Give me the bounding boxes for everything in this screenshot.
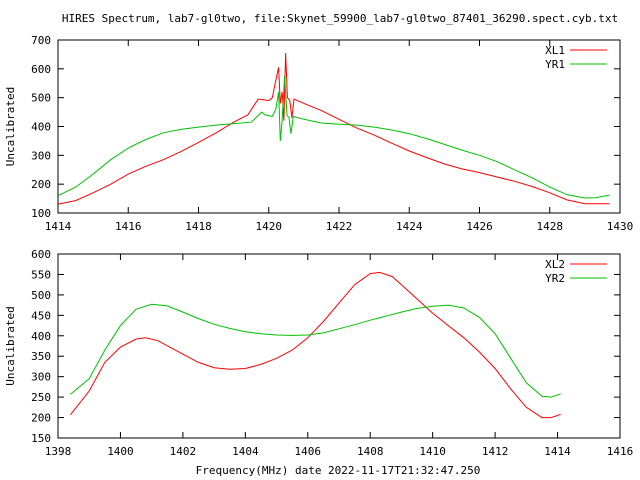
plot-frame <box>57 253 621 439</box>
y-tick-label: 100 <box>31 207 51 220</box>
y-axis-label: Uncalibrated <box>4 306 17 385</box>
legend-label: XL1 <box>545 44 565 57</box>
y-tick-label: 450 <box>31 309 51 322</box>
legend-label: YR1 <box>545 58 565 71</box>
y-tick-label: 350 <box>31 350 51 363</box>
bottom-plot: 150 200 250 300 350 400 450 500 550 600 1398 1400 14… <box>4 248 633 477</box>
x-tick-label: 1408 <box>357 445 384 458</box>
x-tick-label: 1416 <box>607 445 634 458</box>
y-tick-label: 600 <box>31 63 51 76</box>
y-tick-label: 550 <box>31 268 51 281</box>
x-tick-label: 1418 <box>185 220 212 233</box>
x-tick-label: 1400 <box>107 445 134 458</box>
y-tick-label: 150 <box>31 432 51 445</box>
series-line-yr2 <box>70 303 561 398</box>
x-tick-label: 1398 <box>45 445 72 458</box>
x-tick-label: 1412 <box>482 445 509 458</box>
x-tick-label: 1422 <box>326 220 353 233</box>
legend-label: YR2 <box>545 272 565 285</box>
x-tick-label: 1416 <box>115 220 142 233</box>
y-tick-label: 400 <box>31 121 51 134</box>
x-tick-label: 1404 <box>232 445 259 458</box>
x-tick-label: 1410 <box>419 445 446 458</box>
x-tick-label: 1428 <box>537 220 564 233</box>
y-tick-label: 250 <box>31 391 51 404</box>
x-tick-label: 1430 <box>607 220 634 233</box>
x-tick-label: 1414 <box>45 220 72 233</box>
x-tick-label: 1424 <box>396 220 423 233</box>
series-line-xl2 <box>70 271 561 419</box>
x-tick-label: 1420 <box>256 220 283 233</box>
series-line-yr1 <box>57 75 610 199</box>
y-tick-label: 500 <box>31 289 51 302</box>
x-tick-label: 1426 <box>466 220 493 233</box>
chart-title: HIRES Spectrum, lab7-gl0two, file:Skynet… <box>62 12 618 25</box>
y-tick-label: 600 <box>31 248 51 261</box>
y-tick-label: 700 <box>31 34 51 47</box>
series-line-xl1 <box>57 52 610 205</box>
x-tick-label: 1406 <box>295 445 322 458</box>
y-tick-label: 500 <box>31 92 51 105</box>
y-tick-label: 300 <box>31 149 51 162</box>
legend-label: XL2 <box>545 258 565 271</box>
y-tick-label: 200 <box>31 412 51 425</box>
x-axis-label: Frequency(MHz) date 2022-11-17T21:32:47.… <box>196 464 481 477</box>
y-tick-label: 200 <box>31 178 51 191</box>
y-tick-label: 300 <box>31 371 51 384</box>
x-tick-label: 1402 <box>170 445 197 458</box>
y-axis-label: Uncalibrated <box>4 87 17 166</box>
x-tick-label: 1414 <box>544 445 571 458</box>
top-plot: 100 200 300 400 500 600 700 1414 1416 1418 1420 142… <box>4 34 633 233</box>
plot-frame <box>57 39 621 214</box>
y-tick-label: 400 <box>31 330 51 343</box>
